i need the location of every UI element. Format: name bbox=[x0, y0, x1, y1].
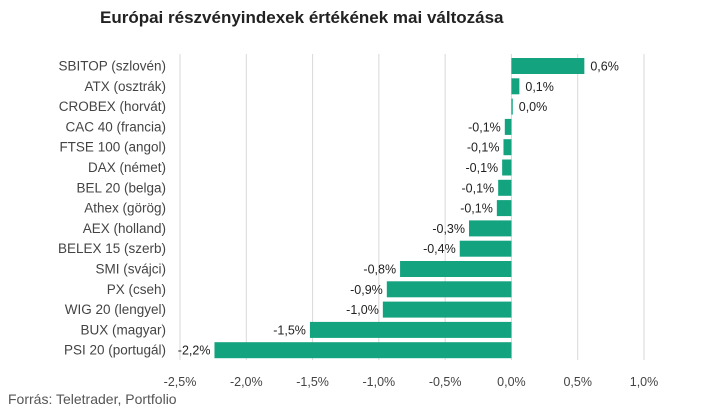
category-label: BELEX 15 (szerb) bbox=[58, 241, 166, 256]
category-label: FTSE 100 (angol) bbox=[59, 140, 166, 155]
category-label: PSI 20 (portugál) bbox=[64, 343, 166, 358]
bar bbox=[511, 58, 585, 74]
bar bbox=[504, 118, 512, 135]
labels: -2,5% -2,0% -1,5% -1,0% -0,5% 0,0% 0,5% 1,0% SBI… bbox=[58, 59, 658, 390]
category-label: CROBEX (horvát) bbox=[59, 99, 166, 114]
category-label: AEX (holland) bbox=[83, 221, 166, 236]
data-label: -0,1% bbox=[468, 120, 501, 134]
x-tick-label: -2,5% bbox=[164, 375, 197, 389]
bar bbox=[511, 98, 513, 115]
source-note: Forrás: Teletrader, Portfolio bbox=[8, 391, 177, 407]
data-label: -0,3% bbox=[432, 222, 465, 236]
data-label: -0,1% bbox=[465, 161, 498, 175]
data-label: 0,0% bbox=[519, 100, 548, 114]
x-tick-label: 1,0% bbox=[630, 375, 659, 389]
bar bbox=[214, 342, 512, 359]
data-label: 0,1% bbox=[525, 80, 554, 94]
bar bbox=[400, 261, 512, 277]
x-tick-label: 0,0% bbox=[497, 375, 526, 389]
bar bbox=[503, 139, 512, 156]
gridlines bbox=[179, 54, 645, 360]
x-tick-label: -1,5% bbox=[296, 375, 329, 389]
bar-chart: -2,5% -2,0% -1,5% -1,0% -0,5% 0,0% 0,5% 1,0% SBI… bbox=[58, 54, 658, 390]
bar bbox=[386, 281, 512, 298]
category-label: CAC 40 (francia) bbox=[65, 119, 166, 134]
bar bbox=[502, 159, 512, 176]
chart-title: Európai részvényindexek értékének mai vá… bbox=[100, 8, 504, 27]
x-tick-label: -0,5% bbox=[429, 375, 462, 389]
category-label: BUX (magyar) bbox=[80, 322, 166, 337]
bars bbox=[214, 58, 585, 359]
category-label: WIG 20 (lengyel) bbox=[65, 302, 166, 317]
bar bbox=[498, 179, 512, 196]
data-label: -1,0% bbox=[346, 303, 379, 317]
data-label: -0,1% bbox=[460, 202, 493, 216]
data-label: -0,1% bbox=[467, 141, 500, 155]
category-label: SBITOP (szlovén) bbox=[58, 59, 166, 74]
data-label: -1,5% bbox=[273, 323, 306, 337]
bar bbox=[459, 240, 512, 257]
bar bbox=[496, 200, 512, 217]
data-label: -2,2% bbox=[178, 344, 211, 358]
x-tick-label: -1,0% bbox=[363, 375, 396, 389]
bar bbox=[511, 78, 520, 95]
category-label: ATX (osztrák) bbox=[84, 79, 166, 94]
data-label: -0,4% bbox=[423, 242, 456, 256]
category-label: BEL 20 (belga) bbox=[76, 180, 166, 195]
data-label: 0,6% bbox=[590, 60, 619, 74]
bar bbox=[309, 321, 512, 338]
x-tick-label: 0,5% bbox=[563, 375, 592, 389]
data-label: -0,9% bbox=[350, 283, 383, 297]
bar bbox=[382, 301, 512, 318]
category-label: PX (cseh) bbox=[107, 282, 166, 297]
category-label: DAX (német) bbox=[88, 160, 166, 175]
data-label: -0,1% bbox=[462, 181, 495, 195]
x-tick-label: -2,0% bbox=[230, 375, 263, 389]
data-label: -0,8% bbox=[363, 263, 396, 277]
category-label: SMI (svájci) bbox=[96, 262, 167, 277]
category-label: Athex (görög) bbox=[84, 201, 166, 216]
bar bbox=[469, 220, 512, 237]
